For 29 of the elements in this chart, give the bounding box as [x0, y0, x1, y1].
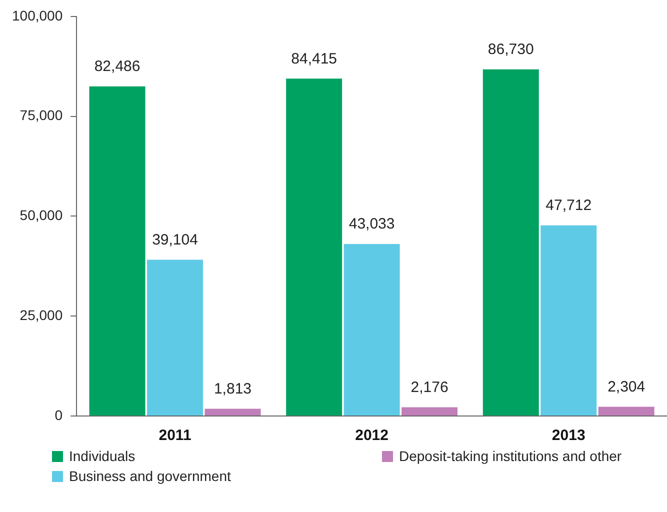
y-tick-label: 0: [54, 406, 63, 423]
bar: [344, 244, 400, 416]
legend-label: Business and government: [69, 468, 231, 484]
data-label: 84,415: [291, 50, 338, 68]
bar: [147, 260, 204, 416]
bar: [540, 225, 597, 416]
data-label: 47,712: [546, 196, 592, 214]
bar: [204, 408, 261, 416]
data-label: 43,033: [348, 216, 395, 233]
data-label: 2,304: [608, 378, 646, 396]
data-label: 1,813: [214, 380, 252, 398]
y-tick-label: 75,000: [20, 107, 63, 124]
legend-label: Individuals: [69, 448, 136, 464]
bar: [286, 78, 342, 416]
x-tick-label: 2013: [552, 427, 586, 444]
bar: [402, 407, 458, 416]
y-tick-label: 50,000: [20, 207, 63, 224]
data-label: 2,176: [410, 378, 448, 396]
bar: [482, 69, 539, 416]
bar: [89, 86, 146, 416]
y-tick-label: 25,000: [20, 306, 63, 323]
y-tick-label: 100,000: [12, 7, 63, 24]
x-tick-label: 2012: [355, 427, 388, 444]
bar: [598, 406, 654, 416]
data-label: 39,104: [152, 231, 198, 248]
data-label: 86,730: [488, 41, 534, 58]
data-label: 82,486: [94, 58, 140, 76]
legend-label: Deposit-taking institutions and other: [399, 448, 622, 464]
x-tick-label: 2011: [158, 427, 192, 444]
